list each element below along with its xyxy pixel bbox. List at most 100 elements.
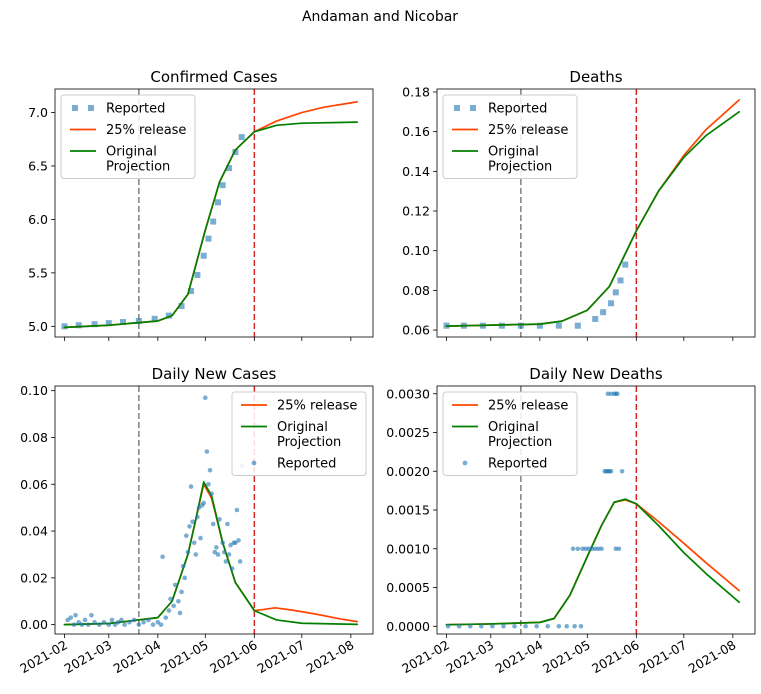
reported-point [217, 517, 222, 522]
reported-point [545, 623, 551, 629]
reported-point [91, 321, 98, 328]
reported-point [517, 322, 524, 329]
legend-label: Reported [488, 102, 547, 117]
reported-point [119, 617, 124, 623]
axes-frame [436, 88, 756, 338]
reported-point [115, 620, 121, 625]
reported-point [233, 540, 238, 546]
reported-point [82, 617, 88, 623]
reported-point [445, 623, 451, 629]
reported-point [599, 546, 604, 552]
reported-point [592, 315, 599, 322]
panel-daily-new-deaths: Daily New Deaths 0.0000 0.0005 0.0010 0.0015… [386, 365, 756, 676]
legend-label: Reported [488, 457, 547, 472]
reported-point [198, 535, 203, 541]
reported-point [136, 622, 142, 627]
original-projection-line [63, 481, 359, 626]
reported-point [596, 546, 601, 552]
y-tick-label: 6.0 [28, 212, 48, 227]
reported-point [589, 546, 595, 552]
legend-box [60, 94, 196, 179]
reported-point [202, 395, 208, 400]
legend-label: Projection [488, 160, 552, 175]
y-tick-label: 0.0010 [386, 541, 430, 556]
x-tick-label: 2021-08 [304, 637, 357, 676]
reported-point [188, 288, 195, 295]
reported-point [180, 563, 186, 569]
panel-deaths: Deaths 0.06 0.08 0.10 0.12 0.14 0.16 0.18 Report… [402, 68, 756, 341]
reported-point [622, 261, 629, 268]
release-series-line [63, 483, 359, 626]
reported-point [617, 277, 624, 284]
reported-point [605, 391, 611, 397]
reported-point [456, 623, 462, 629]
x-tick-label: 2021-04 [111, 637, 164, 676]
reported-point [612, 289, 619, 296]
x-tick-label: 2021-03 [62, 637, 115, 676]
y-tick-label: 0.0020 [386, 464, 430, 479]
panel-title: Daily New Cases [152, 365, 277, 383]
legend-reported-swatch [454, 105, 460, 111]
reported-point [207, 467, 213, 473]
reported-point [228, 542, 233, 548]
reported-point [615, 391, 620, 397]
reported-point [177, 610, 183, 616]
reported-point [210, 218, 217, 225]
reported-point [122, 622, 127, 627]
y-tick-label: 0.18 [402, 84, 430, 99]
y-tick-label: 5.0 [28, 319, 48, 334]
original-projection-line [445, 110, 741, 327]
reported-point [127, 620, 132, 625]
reported-point [168, 596, 173, 602]
reported-point [534, 623, 539, 629]
y-tick-label: 0.0025 [386, 425, 430, 440]
reported-point [68, 615, 74, 620]
reported-point [165, 312, 172, 319]
reported-point [193, 552, 199, 557]
reported-point [190, 519, 195, 524]
figure-suptitle: Andaman and Nicobar [302, 9, 458, 25]
reported-point [176, 598, 181, 604]
reported-point [221, 549, 227, 555]
reported-point [572, 623, 577, 629]
x-tick-label: 2021-05 [158, 637, 211, 676]
reported-point [75, 322, 82, 329]
reported-point [85, 622, 91, 627]
reported-point [120, 319, 127, 326]
original-projection-line [63, 121, 359, 329]
reported-point [76, 620, 82, 625]
reported-point [96, 622, 102, 627]
axes-frame [54, 88, 374, 338]
reported-point [187, 524, 192, 529]
y-tick-label: 5.5 [28, 265, 48, 280]
reported-point [179, 589, 184, 595]
y-tick-label: 0.0030 [386, 386, 430, 401]
reported-point [101, 620, 107, 625]
reported-point [220, 540, 226, 546]
y-tick-label: 0.00 [20, 617, 48, 632]
reported-point [201, 500, 207, 506]
reported-point [215, 552, 221, 557]
legend-label: 25% release [106, 123, 186, 138]
legend-reported-swatch [88, 105, 94, 111]
reported-point [188, 484, 194, 489]
reported-point [89, 612, 94, 618]
reported-point [204, 449, 210, 454]
x-tick-label: 2021-02 [399, 637, 452, 676]
reported-point [229, 566, 235, 571]
reported-point [619, 468, 625, 474]
reported-point [570, 546, 576, 552]
reported-point [608, 300, 615, 307]
reported-point [146, 617, 151, 623]
x-tick-label: 2021-05 [540, 637, 593, 676]
original-projection-line [445, 498, 741, 626]
reported-point [536, 322, 543, 329]
reported-point [616, 546, 622, 552]
y-tick-label: 0.08 [402, 283, 430, 298]
reported-point [160, 554, 165, 560]
reported-point [236, 538, 241, 543]
reported-point [209, 491, 214, 496]
reported-point [112, 622, 118, 627]
reported-point [109, 617, 115, 623]
